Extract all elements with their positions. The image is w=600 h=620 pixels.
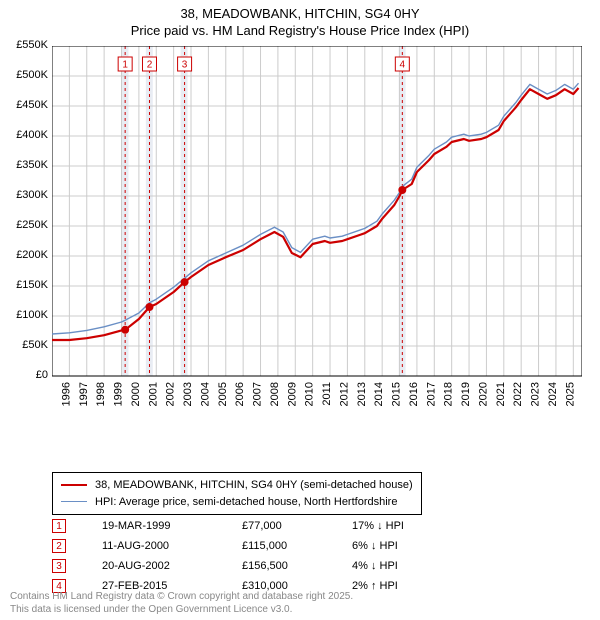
sale-row: 3 20-AUG-2002£156,5004% ↓ HPI — [52, 556, 442, 576]
title-line1: 38, MEADOWBANK, HITCHIN, SG4 0HY — [0, 6, 600, 23]
legend-item: 38, MEADOWBANK, HITCHIN, SG4 0HY (semi-d… — [61, 477, 413, 494]
x-tick-label: 2021 — [495, 382, 507, 406]
x-tick-label: 2019 — [460, 382, 472, 406]
x-tick-label: 2014 — [373, 382, 385, 406]
sale-diff: 17% ↓ HPI — [352, 520, 442, 532]
sale-date: 20-AUG-2002 — [102, 560, 242, 572]
y-tick-label: £100K — [0, 309, 48, 321]
x-tick-label: 2011 — [321, 382, 333, 406]
x-tick-label: 1996 — [60, 382, 72, 406]
y-tick-label: £200K — [0, 249, 48, 261]
x-tick-label: 2022 — [512, 382, 524, 406]
x-tick-label: 2016 — [408, 382, 420, 406]
y-tick-label: £250K — [0, 219, 48, 231]
sale-row: 1 19-MAR-1999£77,00017% ↓ HPI — [52, 516, 442, 536]
price-chart: 1995 1996 1997 1998 1999 2000 2001 2002 2003 2004… — [52, 46, 582, 416]
x-tick-label: 2013 — [356, 382, 368, 406]
legend-label: 38, MEADOWBANK, HITCHIN, SG4 0HY (semi-d… — [95, 477, 413, 494]
sale-point — [121, 326, 129, 334]
sale-marker: 1 — [52, 519, 66, 533]
sale-date: 11-AUG-2000 — [102, 540, 242, 552]
x-tick-label: 2007 — [252, 382, 264, 406]
legend-item: HPI: Average price, semi-detached house,… — [61, 494, 413, 511]
title-line2: Price paid vs. HM Land Registry's House … — [0, 23, 600, 40]
x-tick-label: 2001 — [147, 382, 159, 406]
sale-diff: 6% ↓ HPI — [352, 540, 442, 552]
x-tick-label: 2006 — [234, 382, 246, 406]
sale-row: 2 11-AUG-2000£115,0006% ↓ HPI — [52, 536, 442, 556]
sale-marker: 2 — [52, 539, 66, 553]
x-tick-label: 2010 — [304, 382, 316, 406]
sale-point — [181, 278, 189, 286]
x-tick-label: 2024 — [547, 382, 559, 406]
sale-point — [145, 303, 153, 311]
y-tick-label: £0 — [0, 369, 48, 381]
sale-date: 19-MAR-1999 — [102, 520, 242, 532]
sale-price: £156,500 — [242, 560, 352, 572]
attribution: Contains HM Land Registry data © Crown c… — [10, 591, 353, 616]
attribution-line2: This data is licensed under the Open Gov… — [10, 604, 353, 617]
sale-price: £77,000 — [242, 520, 352, 532]
legend-swatch — [61, 501, 87, 502]
x-tick-label: 2000 — [130, 382, 142, 406]
x-tick-label: 2018 — [443, 382, 455, 406]
x-tick-label: 2015 — [391, 382, 403, 406]
sale-diff: 2% ↑ HPI — [352, 580, 442, 592]
x-tick-label: 2017 — [425, 382, 437, 406]
y-tick-label: £150K — [0, 279, 48, 291]
y-tick-label: £50K — [0, 339, 48, 351]
event-marker: 4 — [400, 60, 406, 71]
x-tick-label: 1995 — [52, 382, 55, 406]
x-tick-label: 2003 — [182, 382, 194, 406]
attribution-line1: Contains HM Land Registry data © Crown c… — [10, 591, 353, 604]
legend-swatch — [61, 484, 87, 486]
sale-marker: 3 — [52, 559, 66, 573]
sale-events-table: 1 19-MAR-1999£77,00017% ↓ HPI 2 11-AUG-2000… — [52, 516, 442, 596]
legend-label: HPI: Average price, semi-detached house,… — [95, 494, 397, 511]
legend: 38, MEADOWBANK, HITCHIN, SG4 0HY (semi-d… — [52, 472, 422, 515]
y-tick-label: £400K — [0, 129, 48, 141]
x-tick-label: 2020 — [477, 382, 489, 406]
y-tick-label: £350K — [0, 159, 48, 171]
x-tick-label: 1998 — [95, 382, 107, 406]
x-tick-label: 2009 — [286, 382, 298, 406]
x-tick-label: 2002 — [165, 382, 177, 406]
y-tick-label: £450K — [0, 99, 48, 111]
x-tick-label: 1997 — [78, 382, 90, 406]
event-marker: 1 — [122, 60, 128, 71]
x-tick-label: 1999 — [113, 382, 125, 406]
x-tick-label: 2025 — [564, 382, 576, 406]
y-tick-label: £300K — [0, 189, 48, 201]
x-tick-label: 2005 — [217, 382, 229, 406]
sale-diff: 4% ↓ HPI — [352, 560, 442, 572]
x-tick-label: 2023 — [530, 382, 542, 406]
x-tick-label: 2012 — [338, 382, 350, 406]
x-tick-label: 2008 — [269, 382, 281, 406]
sale-point — [398, 186, 406, 194]
chart-title: 38, MEADOWBANK, HITCHIN, SG4 0HY Price p… — [0, 0, 600, 40]
event-marker: 3 — [182, 60, 188, 71]
x-tick-label: 2004 — [199, 382, 211, 406]
event-marker: 2 — [147, 60, 153, 71]
y-tick-label: £550K — [0, 39, 48, 51]
y-tick-label: £500K — [0, 69, 48, 81]
sale-price: £115,000 — [242, 540, 352, 552]
